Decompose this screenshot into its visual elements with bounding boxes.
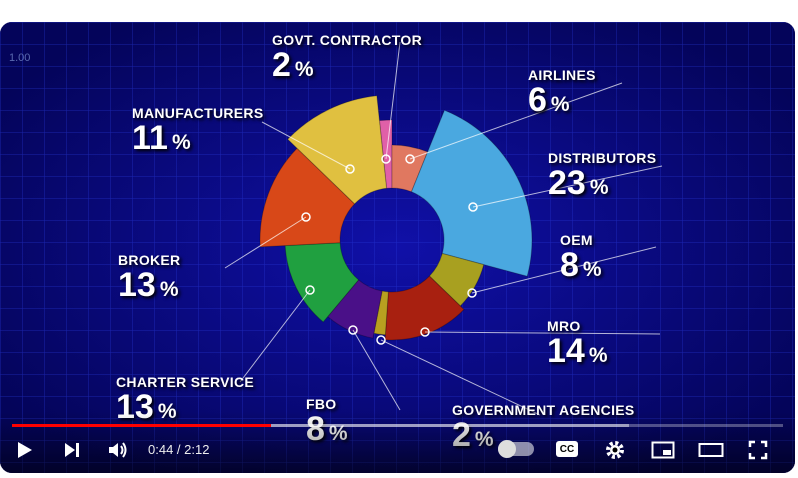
time-display: 0:44 / 2:12 bbox=[148, 442, 210, 457]
leader-line bbox=[352, 329, 401, 411]
segment-value: 2 bbox=[272, 46, 291, 84]
play-icon bbox=[18, 442, 32, 458]
captions-icon[interactable]: CC bbox=[556, 441, 578, 457]
segment-marker bbox=[405, 154, 415, 164]
volume-icon bbox=[109, 442, 127, 458]
segment-name: DISTRIBUTORS bbox=[548, 150, 657, 166]
segment-name: MRO bbox=[547, 318, 581, 334]
segment-value: 8 bbox=[560, 246, 579, 284]
segment-marker bbox=[420, 327, 430, 337]
donut-chart bbox=[259, 95, 533, 341]
segment-percent: 8% bbox=[560, 248, 602, 282]
segment-marker bbox=[468, 202, 478, 212]
volume-button[interactable] bbox=[106, 438, 130, 462]
progress-played bbox=[12, 424, 272, 427]
segment-percent: 13% bbox=[118, 268, 180, 302]
settings-icon bbox=[606, 441, 624, 459]
fullscreen-icon bbox=[748, 440, 768, 460]
segment-label: AIRLINES 6% bbox=[528, 67, 596, 117]
progress-bar[interactable] bbox=[12, 424, 783, 427]
segment-marker bbox=[348, 325, 358, 335]
fullscreen-button[interactable] bbox=[746, 438, 770, 462]
leader-line bbox=[409, 82, 623, 160]
segment-unit: % bbox=[589, 176, 609, 199]
segment-label: OEM 8% bbox=[560, 232, 602, 282]
segment-marker bbox=[376, 335, 386, 345]
next-icon bbox=[65, 443, 79, 457]
leader-line bbox=[224, 216, 307, 269]
segment-name: GOVT. CONTRACTOR bbox=[272, 32, 422, 48]
segment-label: BROKER 13% bbox=[118, 252, 180, 302]
donut-segment bbox=[259, 147, 356, 248]
segment-name: MANUFACTURERS bbox=[132, 105, 264, 121]
theater-button[interactable] bbox=[698, 438, 724, 462]
segment-value: 6 bbox=[528, 81, 547, 119]
progress-loaded bbox=[12, 424, 629, 427]
segment-marker bbox=[305, 285, 315, 295]
autoplay-knob bbox=[498, 440, 516, 458]
next-button[interactable] bbox=[60, 438, 84, 462]
segment-label: MRO 14% bbox=[547, 318, 608, 368]
segment-unit: % bbox=[588, 344, 608, 367]
donut-segment bbox=[284, 242, 360, 323]
segment-unit: % bbox=[171, 131, 191, 154]
segment-name: AIRLINES bbox=[528, 67, 596, 83]
video-frame bbox=[0, 22, 795, 473]
miniplayer-button[interactable] bbox=[650, 438, 676, 462]
settings-button[interactable] bbox=[603, 438, 627, 462]
donut-segment bbox=[410, 109, 533, 277]
segment-marker bbox=[467, 288, 477, 298]
segment-percent: 11% bbox=[132, 121, 263, 155]
leader-line bbox=[472, 165, 663, 208]
leader-line bbox=[385, 41, 401, 160]
segment-marker bbox=[345, 164, 355, 174]
segment-name: BROKER bbox=[118, 252, 181, 268]
donut-segment bbox=[373, 290, 389, 336]
leader-line bbox=[261, 121, 351, 170]
leader-line bbox=[380, 339, 541, 416]
segment-label: DISTRIBUTORS 23% bbox=[548, 150, 656, 200]
segment-percent: 6% bbox=[528, 83, 596, 117]
leader-line bbox=[471, 246, 657, 294]
theater-icon bbox=[698, 443, 724, 457]
segment-value: 11 bbox=[132, 119, 168, 157]
segment-percent: 14% bbox=[547, 334, 608, 368]
segment-name: OEM bbox=[560, 232, 593, 248]
segment-unit: % bbox=[582, 258, 602, 281]
corner-label: 1.00 bbox=[9, 52, 31, 64]
miniplayer-icon bbox=[651, 441, 675, 459]
segment-name: FBO bbox=[306, 396, 337, 412]
segment-value: 14 bbox=[547, 332, 585, 370]
segment-value: 23 bbox=[548, 164, 586, 202]
segment-value: 13 bbox=[118, 266, 156, 304]
segment-unit: % bbox=[159, 278, 179, 301]
segment-percent: 23% bbox=[548, 166, 656, 200]
segment-marker bbox=[301, 212, 311, 222]
segment-label: MANUFACTURERS 11% bbox=[132, 105, 263, 155]
segment-percent: 2% bbox=[272, 48, 422, 82]
leader-lines bbox=[224, 41, 663, 416]
segment-marker bbox=[381, 154, 391, 164]
play-button[interactable] bbox=[12, 438, 36, 462]
leader-line bbox=[424, 331, 661, 335]
segment-unit: % bbox=[550, 93, 570, 116]
segment-name: CHARTER SERVICE bbox=[116, 374, 255, 390]
autoplay-toggle[interactable] bbox=[498, 440, 534, 458]
donut-segment bbox=[286, 95, 388, 205]
segment-unit: % bbox=[294, 58, 314, 81]
segment-label: GOVT. CONTRACTOR 2% bbox=[272, 32, 422, 82]
video-player[interactable]: 1.00 GOVT. CONTRACTOR 2% AIRLINES 6% DISTRIB… bbox=[0, 22, 795, 473]
leader-line bbox=[239, 289, 311, 383]
